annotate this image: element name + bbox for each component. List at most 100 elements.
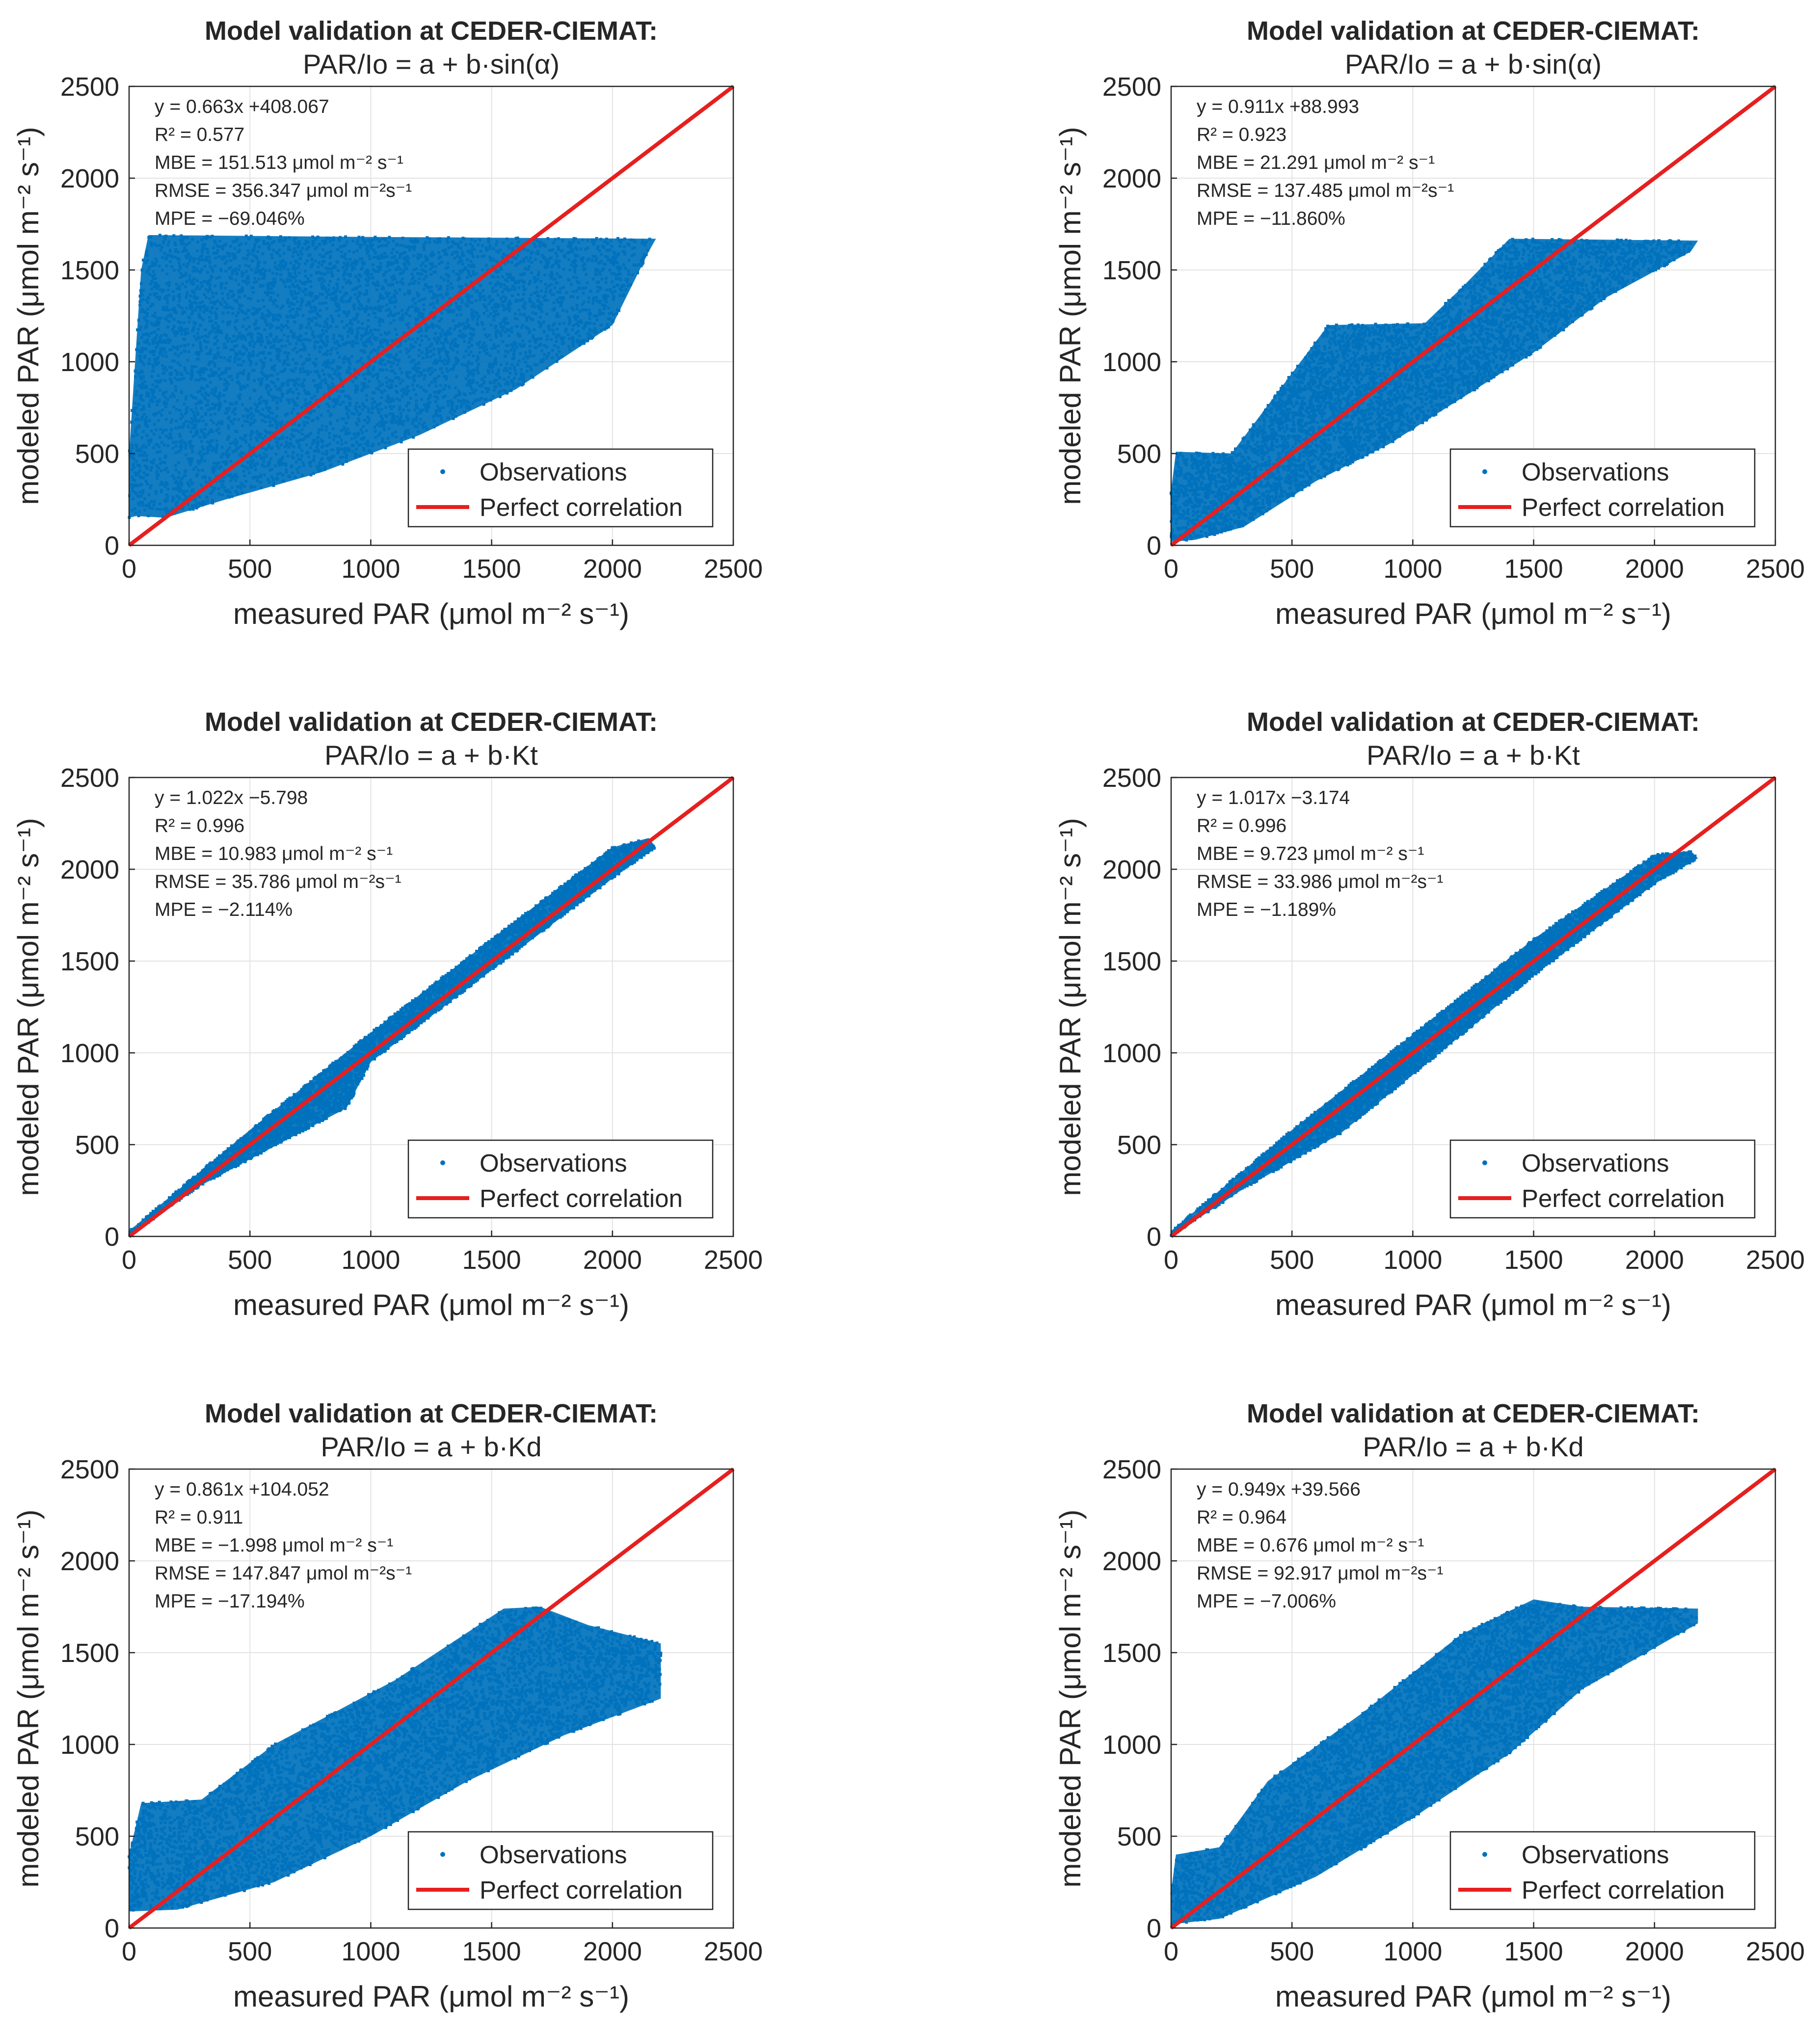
stat-line-4: RMSE = 92.917 μmol m⁻²s⁻¹ — [1197, 1563, 1444, 1584]
legend-label-observations: Observations — [1522, 1149, 1669, 1177]
perfect-correlation-line — [1170, 84, 1777, 547]
x-tick-label: 500 — [228, 554, 272, 584]
legend-label-perfect-correlation: Perfect correlation — [480, 1184, 683, 1212]
y-tick-label: 1000 — [1102, 1039, 1161, 1068]
x-tick-label: 2000 — [583, 1245, 642, 1275]
y-axis-label: modeled PAR (μmol m⁻² s⁻¹) — [1054, 1509, 1087, 1887]
y-tick-label: 1000 — [1102, 348, 1161, 377]
legend-marker-observations — [440, 469, 445, 474]
y-axis-label: modeled PAR (μmol m⁻² s⁻¹) — [12, 127, 45, 505]
observations-points — [1170, 1600, 1698, 1926]
chart-panel-1: 0 500 1000 1500 2000 2500 0 500 1000 1500 2000 2500… — [12, 16, 763, 630]
x-tick-label: 1500 — [1504, 1245, 1563, 1275]
chart-subtitle: PAR/Io = a + b·Kt — [1366, 740, 1580, 771]
stat-line-2: R² = 0.923 — [1197, 124, 1286, 145]
legend-box — [407, 448, 714, 528]
x-tick-label: 1500 — [462, 1937, 521, 1966]
legend-marker-observations — [1482, 1160, 1487, 1165]
axes-box — [1170, 1468, 1776, 1929]
y-tick-label: 500 — [75, 1822, 119, 1851]
stat-line-3: MBE = −1.998 μmol m⁻² s⁻¹ — [155, 1535, 393, 1556]
y-tick-label: 1500 — [1102, 1638, 1161, 1668]
chart-subtitle: PAR/Io = a + b·Kd — [321, 1431, 541, 1462]
y-tick-label: 500 — [1117, 1130, 1161, 1160]
x-tick-label: 1500 — [1504, 1937, 1563, 1966]
chart-title: Model validation at CEDER-CIEMAT: — [205, 707, 658, 737]
x-tick-label: 2500 — [704, 1245, 763, 1275]
y-tick-label: 0 — [105, 531, 119, 561]
y-tick-label: 0 — [1147, 1222, 1161, 1252]
x-tick-label: 500 — [1270, 1937, 1314, 1966]
chart-subtitle: PAR/Io = a + b·sin(α) — [303, 49, 560, 80]
stat-line-3: MBE = 10.983 μmol m⁻² s⁻¹ — [155, 843, 393, 864]
chart-panel-3: 0 500 1000 1500 2000 2500 0 500 1000 1500 2000 2500… — [12, 707, 763, 1321]
stat-line-2: R² = 0.996 — [1197, 815, 1286, 836]
x-tick-label: 2000 — [1625, 1245, 1684, 1275]
x-tick-label: 1000 — [341, 1937, 400, 1966]
legend-marker-observations — [440, 1852, 445, 1857]
legend-marker-observations — [1482, 1852, 1487, 1857]
observations-points — [128, 1606, 663, 1912]
y-tick-label: 2000 — [60, 164, 119, 193]
chart-subtitle: PAR/Io = a + b·Kt — [324, 740, 538, 771]
legend: Observations Perfect correlation — [1449, 1831, 1756, 1910]
stat-line-3: MBE = 9.723 μmol m⁻² s⁻¹ — [1197, 843, 1424, 864]
y-tick-label: 1500 — [60, 947, 119, 976]
x-tick-label: 2500 — [1746, 1937, 1805, 1966]
y-axis-label: modeled PAR (μmol m⁻² s⁻¹) — [12, 1509, 45, 1887]
y-tick-label: 2500 — [1102, 763, 1161, 793]
y-tick-label: 1500 — [1102, 256, 1161, 285]
x-tick-label: 0 — [122, 1245, 136, 1275]
legend: Observations Perfect correlation — [1449, 448, 1756, 528]
chart-panel-2: 0 500 1000 1500 2000 2500 0 500 1000 1500 2000 2500… — [1054, 16, 1805, 630]
x-tick-label: 500 — [228, 1245, 272, 1275]
y-tick-label: 2500 — [60, 72, 119, 102]
y-tick-label: 500 — [1117, 1822, 1161, 1851]
x-tick-label: 2000 — [583, 554, 642, 584]
x-tick-label: 1500 — [462, 1245, 521, 1275]
x-tick-label: 2500 — [1746, 1245, 1805, 1275]
chart-panel-5: 0 500 1000 1500 2000 2500 0 500 1000 1500 2000 2500… — [12, 1399, 763, 2013]
chart-title: Model validation at CEDER-CIEMAT: — [1247, 1399, 1700, 1428]
y-tick-label: 500 — [75, 439, 119, 469]
legend-label-observations: Observations — [480, 458, 627, 486]
chart-panel-6: 0 500 1000 1500 2000 2500 0 500 1000 1500 2000 2500… — [1054, 1399, 1805, 2013]
y-tick-label: 2500 — [60, 1455, 119, 1484]
legend-box — [1449, 1831, 1756, 1910]
y-tick-label: 1000 — [1102, 1730, 1161, 1760]
x-tick-label: 1000 — [1383, 1937, 1442, 1966]
x-tick-label: 0 — [1164, 554, 1178, 584]
legend-box — [407, 1139, 714, 1219]
x-tick-label: 1000 — [1383, 554, 1442, 584]
x-axis-label: measured PAR (μmol m⁻² s⁻¹) — [1275, 1288, 1671, 1321]
stat-line-5: MPE = −7.006% — [1197, 1591, 1336, 1612]
axes-box — [1170, 85, 1776, 546]
y-tick-label: 1500 — [1102, 947, 1161, 976]
legend: Observations Perfect correlation — [1449, 1139, 1756, 1219]
x-tick-label: 1500 — [462, 554, 521, 584]
y-tick-label: 1000 — [60, 1730, 119, 1760]
legend: Observations Perfect correlation — [407, 1831, 714, 1910]
y-tick-label: 1000 — [60, 1039, 119, 1068]
stat-line-4: RMSE = 35.786 μmol m⁻²s⁻¹ — [155, 871, 401, 892]
axes-box — [128, 85, 734, 546]
y-tick-label: 2500 — [1102, 72, 1161, 102]
x-tick-label: 500 — [1270, 1245, 1314, 1275]
observations-points — [128, 234, 651, 519]
y-tick-label: 2000 — [60, 1547, 119, 1576]
x-tick-label: 0 — [1164, 1245, 1178, 1275]
stat-line-3: MBE = 151.513 μmol m⁻² s⁻¹ — [155, 152, 403, 173]
y-tick-label: 2000 — [1102, 855, 1161, 884]
stat-line-5: MPE = −2.114% — [155, 899, 293, 920]
legend-label-observations: Observations — [480, 1841, 627, 1869]
y-axis-label: modeled PAR (μmol m⁻² s⁻¹) — [1054, 127, 1087, 505]
x-tick-label: 1000 — [1383, 1245, 1442, 1275]
legend-box — [407, 1831, 714, 1910]
perfect-correlation-line — [128, 776, 735, 1238]
axes-box — [128, 777, 734, 1237]
x-tick-label: 2500 — [704, 554, 763, 584]
stat-line-2: R² = 0.911 — [155, 1507, 243, 1528]
perfect-correlation-line — [128, 1467, 735, 1930]
x-tick-label: 500 — [1270, 554, 1314, 584]
